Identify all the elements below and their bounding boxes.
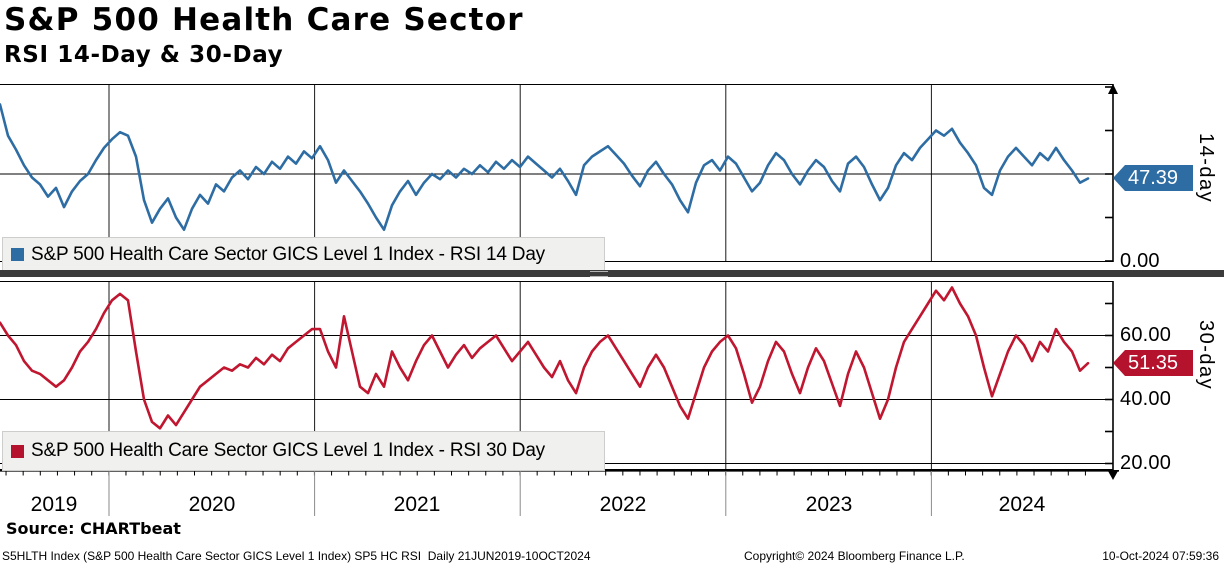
rsi14-legend: S&P 500 Health Care Sector GICS Level 1 … <box>2 237 605 272</box>
rsi30-legend: S&P 500 Health Care Sector GICS Level 1 … <box>2 431 605 471</box>
y-tick-label-0: 0.00 <box>1120 250 1160 272</box>
x-axis-year-label: 2020 <box>189 493 236 516</box>
rsi30-last-value-badge: 51.35 <box>1113 350 1193 376</box>
pane-resize-grip-icon[interactable] <box>590 271 608 277</box>
pane-label-30-day: 30-day <box>1195 320 1217 391</box>
footer-copyright: Copyright© 2024 Bloomberg Finance L.P. <box>744 549 965 563</box>
page-subtitle: RSI 14-Day & 30-Day <box>4 42 284 68</box>
rsi14-legend-swatch-icon <box>11 248 24 261</box>
series-line <box>0 286 1090 430</box>
footer-ticker-description: S5HLTH Index (S&P 500 Health Care Sector… <box>2 549 591 563</box>
rsi30-legend-label: S&P 500 Health Care Sector GICS Level 1 … <box>31 440 545 461</box>
x-axis-year-label: 2024 <box>999 493 1046 516</box>
rsi14-last-value-badge: 47.39 <box>1113 165 1193 191</box>
pane-separator-bar <box>0 270 1224 277</box>
x-axis-year-label: 2021 <box>394 493 441 516</box>
rsi30-legend-swatch-icon <box>11 444 24 458</box>
source-note: Source: CHARTbeat <box>6 519 181 538</box>
y-tick-label-60: 60.00 <box>1120 324 1172 346</box>
x-axis-year-label: 2019 <box>31 493 78 516</box>
rsi-14-day-plot-area[interactable] <box>0 84 1224 262</box>
series-line <box>0 103 1090 231</box>
y-tick-label-20: 20.00 <box>1120 452 1172 474</box>
x-axis-year-label: 2022 <box>600 493 647 516</box>
footer-timestamp: 10-Oct-2024 07:59:36 <box>1102 549 1219 563</box>
axis-arrow-down-icon <box>1108 471 1118 480</box>
x-axis: 2019 2020 2021 2022 2023 2024 <box>0 470 1119 516</box>
page-title: S&P 500 Health Care Sector <box>4 2 524 38</box>
y-tick-label-40: 40.00 <box>1120 388 1172 410</box>
axis-arrow-up-icon <box>1108 84 1118 94</box>
x-axis-year-label: 2023 <box>806 493 853 516</box>
pane-label-14-day: 14-day <box>1195 133 1217 204</box>
rsi14-legend-label: S&P 500 Health Care Sector GICS Level 1 … <box>31 243 545 265</box>
